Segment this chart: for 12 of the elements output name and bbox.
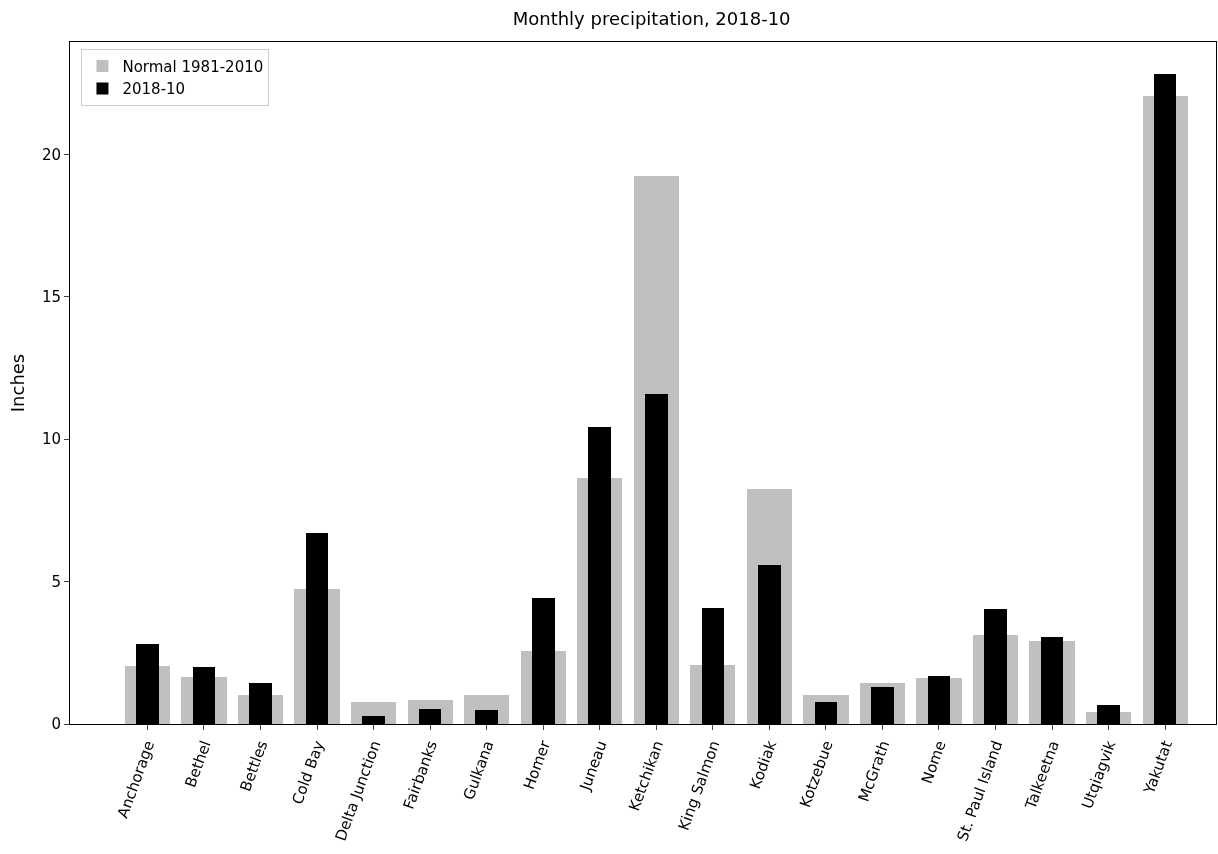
y-axis-title: Inches xyxy=(7,353,29,413)
x-tick-label: Nome xyxy=(917,738,950,787)
legend-label: Normal 1981-2010 xyxy=(122,57,264,76)
y-tick-label: 10 xyxy=(41,430,61,449)
y-tick-label: 0 xyxy=(51,715,61,734)
y-tick-label: 15 xyxy=(41,288,61,307)
y-tick-label: 20 xyxy=(41,145,61,164)
x-tick-label: Cold Bay xyxy=(288,738,328,807)
legend-label: 2018-10 xyxy=(122,80,186,99)
y-tick-label: 5 xyxy=(51,572,61,591)
x-tick-label: St. Paul Island xyxy=(953,738,1007,844)
chart-title: Monthly precipitation, 2018-10 xyxy=(512,8,791,30)
